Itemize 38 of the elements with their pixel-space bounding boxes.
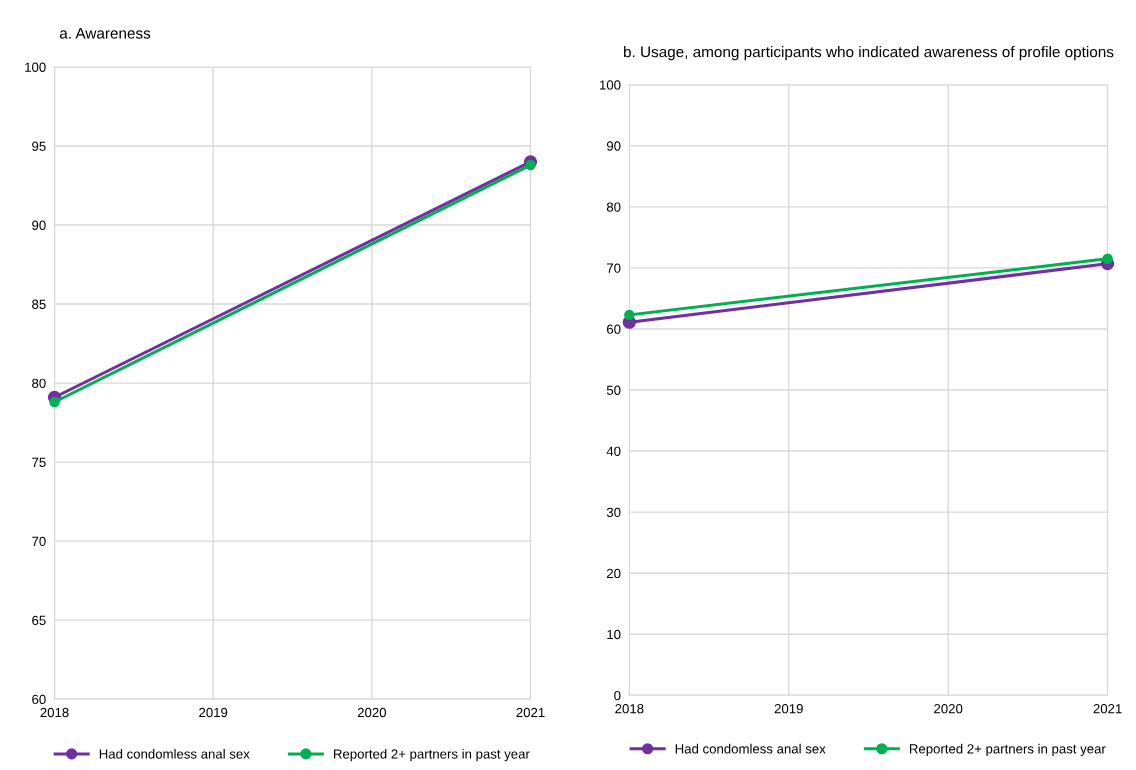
x-tick-label: 2018 <box>615 703 644 714</box>
x-tick-label: 2020 <box>934 703 963 714</box>
y-tick-label: 60 <box>32 694 46 705</box>
chart-title: a. Awareness <box>59 28 151 39</box>
y-tick-label: 80 <box>606 202 621 212</box>
x-tick-label: 2019 <box>199 707 228 718</box>
y-tick-label: 60 <box>607 324 621 334</box>
y-tick-label: 80 <box>32 378 46 388</box>
y-tick-label: 30 <box>606 507 621 518</box>
y-tick-label: 10 <box>607 629 621 640</box>
y-tick-label: 100 <box>25 62 46 72</box>
y-tick-label: 40 <box>606 446 621 456</box>
legend-label: Had condomless anal sex <box>675 743 826 754</box>
y-tick-label: 90 <box>32 220 46 230</box>
legend-label: Reported 2+ partners in past year <box>909 743 1106 757</box>
chart-title: b. Usage, among participants who indicated awareness of profile options <box>624 46 1114 61</box>
x-tick-label: 2019 <box>774 703 803 714</box>
point <box>1102 253 1113 264</box>
y-tick-label: 0 <box>614 690 621 701</box>
y-tick-label: 75 <box>32 457 46 468</box>
y-tick-label: 95 <box>32 141 46 151</box>
y-tick-label: 50 <box>606 385 621 395</box>
x-tick-label: 2020 <box>357 707 387 718</box>
point <box>624 309 635 321</box>
point <box>49 396 60 408</box>
y-tick-label: 70 <box>32 536 46 547</box>
y-tick-label: 90 <box>606 141 621 151</box>
y-tick-label: 20 <box>607 568 621 579</box>
y-tick-label: 85 <box>32 299 46 309</box>
y-tick-label: 65 <box>32 615 46 626</box>
x-tick-label: 2018 <box>40 707 69 718</box>
y-tick-label: 70 <box>607 263 621 273</box>
point <box>525 159 536 171</box>
legend-label: Had condomless anal sex <box>99 748 250 759</box>
x-tick-label: 2021 <box>1093 703 1122 714</box>
x-tick-label: 2021 <box>516 707 545 718</box>
legend-label: Reported 2+ partners in past year <box>334 748 530 762</box>
y-tick-label: 100 <box>600 80 621 90</box>
